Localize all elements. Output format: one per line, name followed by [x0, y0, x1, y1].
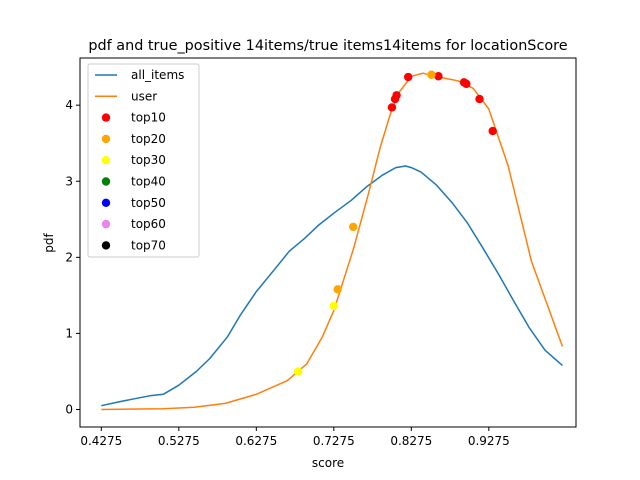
- plot-area: [79, 57, 577, 428]
- legend-swatch-top70: [101, 241, 111, 250]
- chart-title: pdf and true_positive 14items/true items…: [88, 38, 567, 54]
- y-tick-label: 0: [65, 403, 73, 417]
- legend-swatch-top50: [101, 198, 111, 207]
- point-top30: [293, 367, 303, 376]
- point-top20: [427, 70, 436, 79]
- x-axis: 0.4275 0.5275 0.6275 0.7275 0.8275 0.9275: [80, 427, 510, 448]
- legend-label-top30: top30: [131, 153, 166, 167]
- point-top10: [434, 72, 443, 81]
- point-top10: [475, 94, 484, 104]
- x-tick-label: 0.6275: [235, 434, 277, 448]
- series-layer: [101, 72, 564, 411]
- point-top10: [404, 72, 413, 82]
- x-tick-label: 0.9275: [468, 434, 510, 448]
- point-top30: [329, 301, 339, 311]
- legend-swatch-top20: [101, 134, 111, 144]
- series-line-all-items: [101, 165, 563, 407]
- legend-swatch-top10: [101, 113, 111, 122]
- y-tick-label: 3: [65, 174, 73, 188]
- legend-label-top10: top10: [131, 111, 166, 125]
- point-top10: [387, 103, 397, 112]
- y-axis-title: pdf: [42, 233, 56, 253]
- legend-label-top60: top60: [131, 217, 166, 231]
- y-tick-label: 1: [65, 326, 73, 340]
- y-tick-label: 2: [65, 250, 73, 264]
- legend-swatch-top40: [101, 177, 111, 186]
- legend-label-all-items: all_items: [131, 68, 184, 82]
- series-line-user: [101, 72, 564, 411]
- point-top20: [333, 285, 342, 294]
- points-layer: [293, 70, 497, 376]
- legend-swatch-top30: [101, 156, 111, 165]
- x-tick-label: 0.5275: [158, 434, 200, 448]
- legend-label-top40: top40: [131, 175, 166, 189]
- x-tick-label: 0.7275: [313, 434, 355, 448]
- x-axis-title: score: [312, 456, 344, 470]
- point-top20: [348, 222, 358, 232]
- y-tick-label: 4: [65, 98, 73, 112]
- legend-label-user: user: [131, 89, 157, 103]
- y-axis: 0 1 2 3 4: [65, 98, 80, 417]
- legend-label-top20: top20: [131, 132, 166, 146]
- legend-label-top50: top50: [131, 196, 166, 210]
- x-tick-label: 0.8275: [390, 434, 432, 448]
- point-top10: [488, 126, 497, 136]
- point-top10: [392, 91, 401, 100]
- x-tick-label: 0.4275: [80, 434, 122, 448]
- point-top10: [462, 79, 471, 89]
- legend-box: [87, 63, 200, 258]
- legend-swatch-top60: [101, 219, 111, 229]
- legend-label-top70: top70: [131, 238, 166, 252]
